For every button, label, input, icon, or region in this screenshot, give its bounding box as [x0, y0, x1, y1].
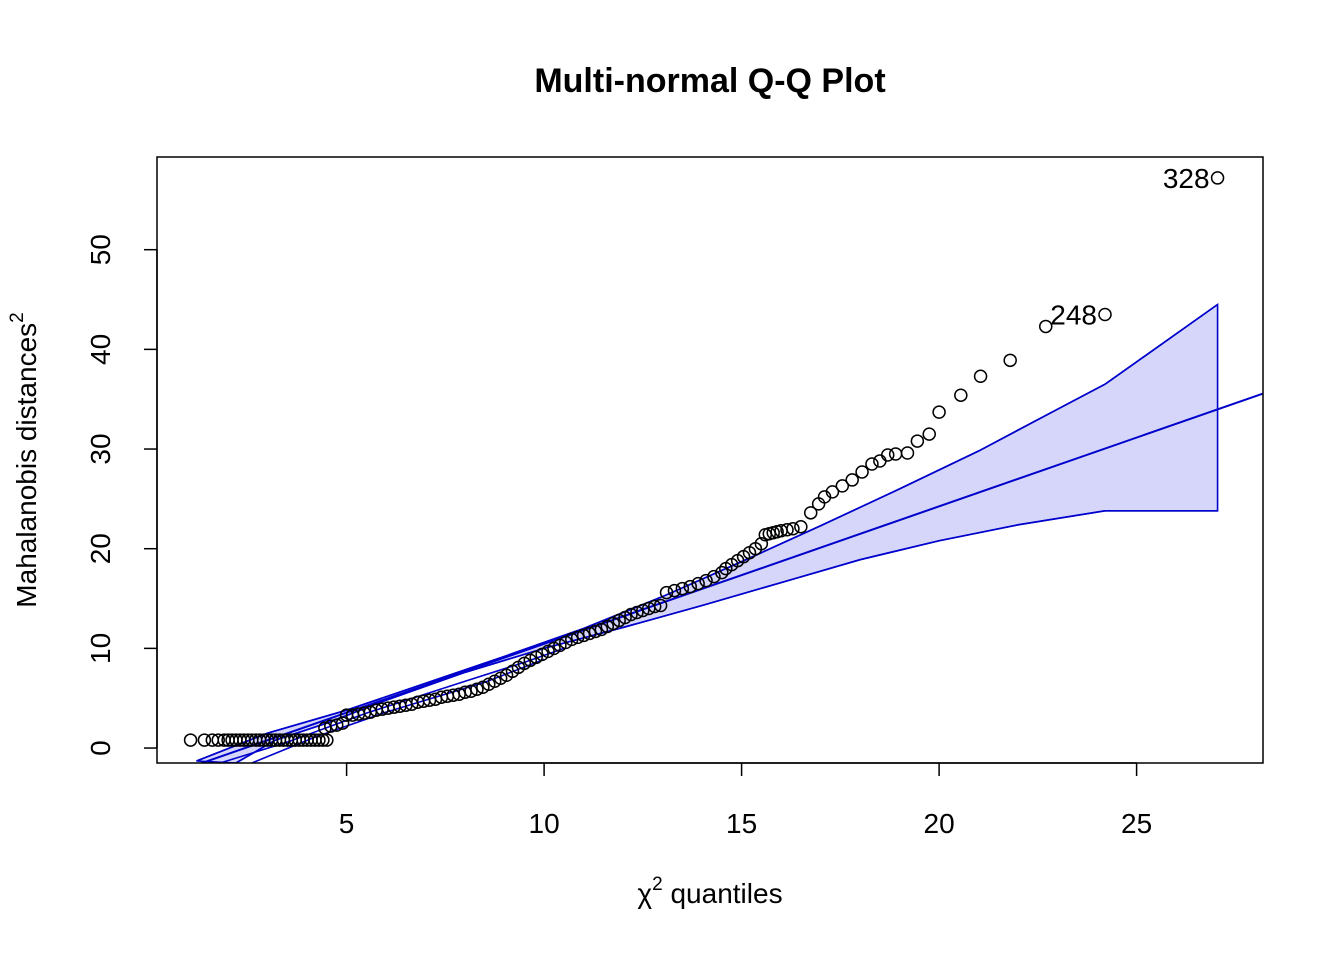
data-point — [636, 603, 650, 618]
data-point — [786, 522, 800, 536]
x-axis: 5 10 15 20 25 — [339, 762, 1152, 839]
data-point — [803, 506, 818, 520]
data-point — [1039, 319, 1053, 334]
data-point — [1003, 353, 1017, 368]
x-axis-symbol: χ — [637, 878, 652, 909]
data-point — [825, 485, 840, 499]
data-point — [197, 733, 212, 747]
data-point — [900, 446, 915, 460]
data-point — [470, 682, 484, 696]
plot-area — [196, 302, 1263, 763]
data-point — [845, 473, 859, 487]
point-annotations: 328 248 — [1050, 163, 1209, 331]
x-tick-label: 15 — [726, 808, 757, 839]
data-point — [1098, 307, 1112, 322]
data-point — [873, 454, 887, 468]
data-point — [464, 684, 478, 698]
data-point — [973, 369, 988, 384]
y-axis: 0 10 20 30 40 50 — [85, 234, 158, 756]
x-tick-label: 25 — [1121, 808, 1152, 839]
data-point — [183, 733, 198, 747]
point-label-328: 328 — [1163, 163, 1210, 194]
data-point — [910, 434, 925, 448]
x-tick-label: 20 — [924, 808, 955, 839]
data-point — [647, 599, 662, 614]
data-point — [754, 536, 769, 551]
data-point — [954, 388, 968, 402]
data-point — [715, 565, 729, 580]
data-point — [835, 479, 850, 493]
data-points — [183, 171, 1225, 747]
y-tick-label: 40 — [85, 334, 116, 365]
x-tick-label: 10 — [529, 808, 560, 839]
data-point — [794, 520, 808, 534]
data-point — [699, 573, 713, 588]
data-point — [582, 626, 597, 641]
band-line-2 — [235, 510, 1218, 763]
data-point — [932, 405, 946, 419]
data-point — [588, 624, 603, 639]
x-axis-label: χ2 quantiles — [637, 874, 782, 909]
data-point — [922, 427, 936, 441]
data-point — [683, 579, 697, 594]
data-point — [570, 630, 585, 645]
data-point — [780, 523, 794, 537]
band-line-1 — [196, 303, 1219, 762]
y-tick-label: 20 — [85, 533, 116, 564]
x-axis-text: quantiles — [663, 878, 783, 909]
data-point — [653, 598, 668, 613]
data-point — [888, 447, 903, 461]
data-point — [675, 581, 690, 596]
data-point — [881, 448, 895, 462]
x-tick-label: 5 — [339, 808, 355, 839]
y-tick-label: 50 — [85, 234, 116, 265]
data-point — [211, 733, 225, 747]
data-point — [565, 632, 579, 647]
data-point — [691, 576, 705, 591]
data-point — [667, 583, 682, 598]
y-tick-label: 0 — [85, 740, 116, 756]
data-point — [329, 718, 344, 732]
data-point — [707, 569, 721, 584]
y-axis-text: Mahalanobis distances — [11, 323, 42, 608]
x-axis-superscript: 2 — [652, 874, 663, 895]
y-axis-superscript: 2 — [7, 312, 28, 323]
chart-title: Multi-normal Q-Q Plot — [534, 62, 885, 100]
data-point — [855, 465, 869, 479]
point-label-248: 248 — [1050, 299, 1097, 330]
data-point — [624, 607, 638, 622]
data-point — [576, 628, 591, 643]
data-point — [630, 605, 644, 620]
y-tick-label: 10 — [85, 633, 116, 664]
reference-line — [199, 392, 1263, 763]
data-point — [659, 585, 674, 600]
data-point — [312, 733, 326, 747]
data-point — [335, 716, 350, 730]
y-tick-label: 30 — [85, 433, 116, 464]
data-point — [865, 457, 879, 471]
y-axis-label: Mahalanobis distances2 — [7, 312, 42, 607]
confidence-band — [196, 302, 1219, 763]
data-point — [1210, 171, 1225, 185]
